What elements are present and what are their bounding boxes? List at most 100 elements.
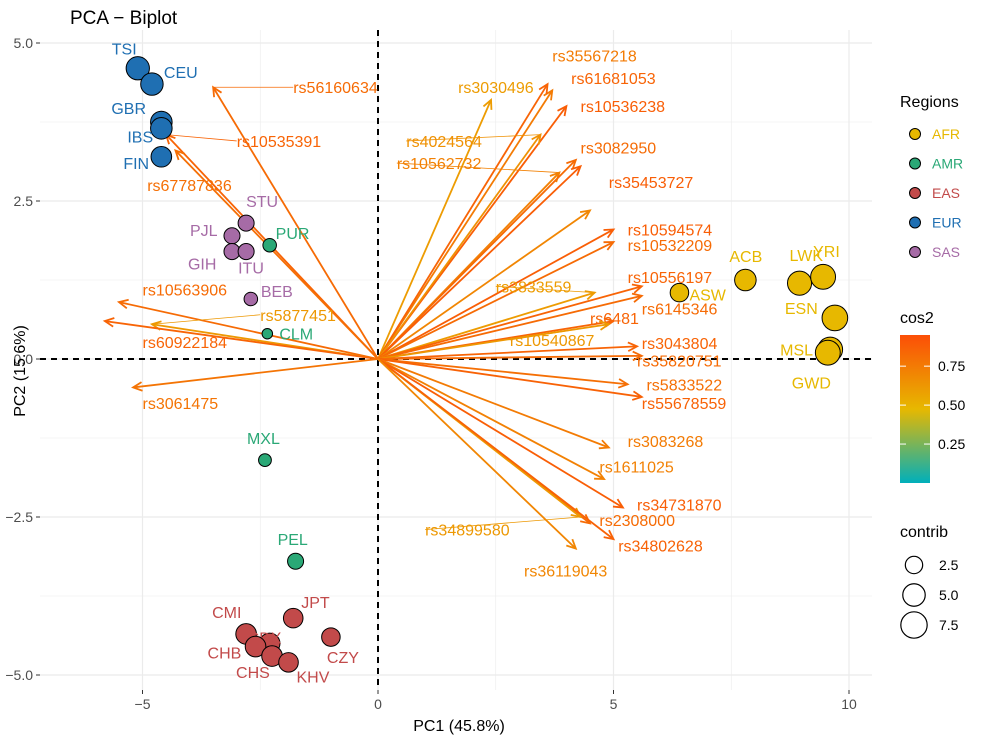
variable-label: rs5833522 xyxy=(646,377,722,394)
variable-label: rs10532209 xyxy=(628,238,713,255)
population-point xyxy=(810,263,837,290)
variable-arrowhead xyxy=(116,298,129,310)
variable-label: rs10562732 xyxy=(397,156,482,173)
variable-label: rs35820751 xyxy=(637,353,722,370)
chart-title: PCA − Biplot xyxy=(70,8,178,29)
population-label: LWK xyxy=(790,248,824,265)
variable-arrow xyxy=(377,209,591,360)
y-tick-label: −5.0 xyxy=(5,667,33,683)
population-point xyxy=(669,282,690,303)
variable-label: rs34899580 xyxy=(425,523,510,540)
variable-label: rs6145346 xyxy=(642,301,718,318)
y-tick-label: 0.0 xyxy=(14,351,34,367)
variable-label: rs60922184 xyxy=(143,335,228,352)
variable-arrowhead xyxy=(538,82,549,95)
variable-label: rs67787836 xyxy=(147,178,232,195)
legend-cos2-title: cos2 xyxy=(900,310,934,327)
population-label: CLM xyxy=(279,327,313,344)
x-tick-label: 10 xyxy=(841,696,857,712)
population-label: KHV xyxy=(297,669,330,686)
variable-arrowhead xyxy=(603,241,616,251)
variable-arrow xyxy=(377,358,628,386)
variable-label: rs10594574 xyxy=(628,222,713,239)
variable-label: rs36119043 xyxy=(524,564,607,581)
variable-arrow xyxy=(377,358,610,449)
population-point xyxy=(278,652,299,673)
population-label: BEB xyxy=(261,284,293,301)
population-point xyxy=(237,243,255,261)
variable-arrowhead xyxy=(612,498,625,509)
variable-arrow xyxy=(118,301,379,360)
variable-arrowhead xyxy=(603,228,616,239)
variable-arrowhead xyxy=(631,292,644,303)
legend-region-swatch xyxy=(909,216,921,229)
y-tick-label: −2.5 xyxy=(5,509,33,525)
population-label: CMI xyxy=(212,605,241,622)
variable-arrowhead xyxy=(617,378,630,389)
legend-contrib-label: 7.5 xyxy=(939,617,959,633)
population-label: TSI xyxy=(112,41,137,58)
cos2-colorbar xyxy=(900,335,930,483)
variable-arrow xyxy=(132,358,379,389)
variable-arrow xyxy=(377,358,624,509)
legend-region-swatch xyxy=(909,128,921,140)
legend-contrib-circle xyxy=(902,583,926,607)
population-point xyxy=(223,227,241,245)
population-label: CHB xyxy=(208,646,242,663)
population-point xyxy=(243,291,259,307)
population-label: CEU xyxy=(164,65,198,82)
variable-arrowhead xyxy=(631,283,644,294)
population-label: ASW xyxy=(689,288,726,305)
variable-arrowhead xyxy=(566,158,578,170)
population-label: YRI xyxy=(813,244,840,261)
y-axis-label: PC2 (15.6%) xyxy=(12,325,29,417)
variable-label: rs35453727 xyxy=(609,175,694,192)
population-label: ITU xyxy=(238,261,264,278)
population-point xyxy=(244,635,267,658)
population-point xyxy=(282,607,304,629)
variable-arrowhead xyxy=(102,317,115,328)
variable-label: rs4024564 xyxy=(406,134,482,151)
variable-arrowhead xyxy=(557,104,568,117)
population-label: IBS xyxy=(127,129,153,146)
variable-arrow xyxy=(377,358,605,480)
variable-arrow xyxy=(212,86,379,360)
variable-arrowhead xyxy=(482,97,493,110)
legend-region-label: SAS xyxy=(932,244,960,260)
legend-region-swatch xyxy=(909,157,921,170)
population-point xyxy=(814,339,841,366)
variable-arrowhead xyxy=(174,148,186,161)
variable-label: rs3030496 xyxy=(458,80,534,97)
legend-regions-title: Regions xyxy=(900,94,959,111)
variable-label-connector xyxy=(509,323,609,341)
variable-label: rs3061475 xyxy=(143,396,219,413)
variable-arrow xyxy=(174,149,379,360)
x-axis-label: PC1 (45.8%) xyxy=(413,718,505,735)
y-tick-label: 5.0 xyxy=(14,35,34,51)
variable-arrow xyxy=(377,358,577,550)
variable-arrow xyxy=(377,358,615,540)
population-point xyxy=(786,270,813,296)
legend-region-swatch xyxy=(909,187,921,199)
variable-label-connector xyxy=(151,314,261,325)
variable-arrowhead xyxy=(632,350,644,362)
cos2-tick-label: 0.50 xyxy=(938,397,965,413)
variable-arrow xyxy=(104,320,379,360)
axes: −5 0 5 10 −5.0 −2.5 0.0 2.5 5.0 xyxy=(5,35,857,712)
variable-arrow xyxy=(377,228,614,360)
population-point xyxy=(287,552,305,570)
variable-arrow xyxy=(377,165,582,360)
variable-arrow xyxy=(377,285,642,360)
population-label: MSL xyxy=(780,343,813,360)
variable-label-connector xyxy=(396,162,560,173)
population-label: FIN xyxy=(123,156,149,173)
variable-arrowhead xyxy=(579,209,592,220)
variable-label: rs10540867 xyxy=(510,333,595,350)
population-label: CHS xyxy=(236,665,270,682)
variable-label: rs56160634 xyxy=(293,80,378,97)
variable-label: rs10556197 xyxy=(628,270,713,287)
variable-label: rs1611025 xyxy=(599,459,674,476)
x-tick-label: −5 xyxy=(135,696,151,712)
variable-label: rs10563906 xyxy=(143,282,228,299)
